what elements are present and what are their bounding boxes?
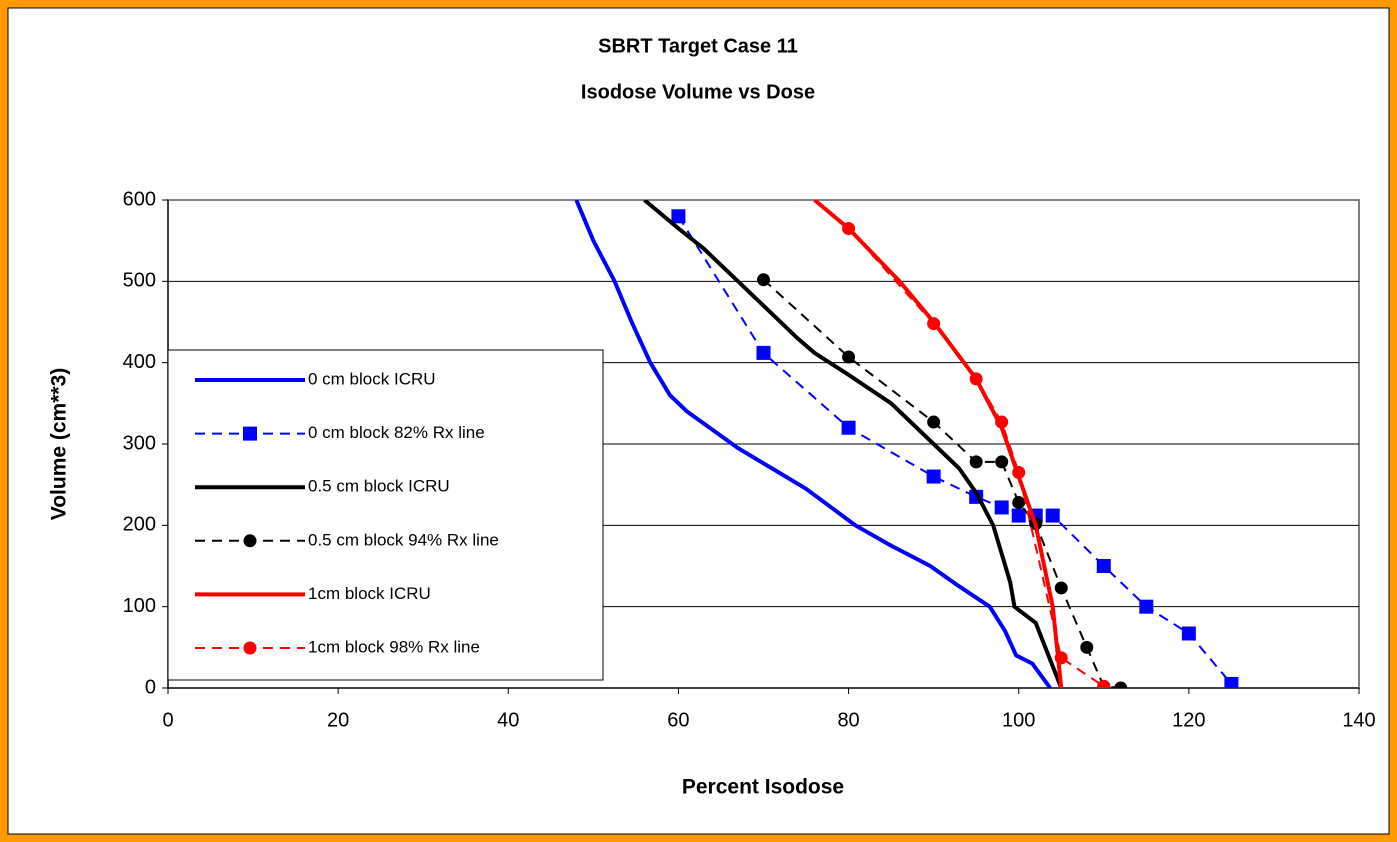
legend-label: 0.5 cm block 94% Rx line [308,530,499,549]
series-line [643,200,1064,688]
marker [1012,465,1026,479]
marker [757,273,770,287]
y-tick-label: 400 [123,351,156,373]
legend-label: 1cm block 98% Rx line [308,637,480,656]
y-tick-label: 300 [123,432,156,454]
y-tick-label: 600 [123,188,156,210]
marker [1139,599,1154,614]
y-tick-label: 0 [145,676,156,698]
marker [969,372,983,386]
y-axis-title: Volume (cm**3) [48,368,71,521]
legend-label: 1cm block ICRU [308,584,431,603]
marker [671,209,686,224]
y-tick-label: 500 [123,270,156,292]
marker [841,420,856,435]
marker [1224,676,1239,688]
chart-subtitle: Isodose Volume vs Dose [581,81,815,103]
y-tick-label: 200 [123,514,156,536]
x-tick-label: 80 [837,709,859,731]
y-tick-label: 100 [123,595,156,617]
marker [995,415,1009,429]
marker [1114,681,1128,688]
marker [1045,508,1060,523]
series-line [574,200,1052,688]
marker [756,345,771,360]
marker [995,455,1009,469]
marker [926,469,941,484]
marker [1096,559,1111,573]
x-tick-label: 120 [1172,709,1205,731]
legend-box [167,349,604,681]
plot-series [574,200,1239,688]
marker [243,426,257,441]
x-tick-label: 140 [1342,709,1375,731]
chart-title: SBRT Target Case 11 [598,35,798,57]
marker [1012,496,1026,510]
x-axis-title: Percent Isodose [682,776,844,799]
marker [243,641,257,655]
legend-label: 0.5 cm block ICRU [308,477,450,496]
marker [1080,640,1094,654]
marker [927,415,941,429]
x-tick-label: 100 [1002,709,1035,731]
legend-label: 0 cm block 82% Rx line [308,423,485,442]
marker [243,534,257,548]
legend: 0 cm block ICRU 0 cm block 82% Rx line 0.5… [167,349,604,681]
x-tick-label: 40 [497,709,519,731]
x-tick-label: 60 [667,709,689,731]
marker [927,317,941,331]
marker [1054,581,1068,595]
marker [994,500,1009,515]
marker [842,350,856,364]
marker [842,221,856,235]
marker [1054,651,1068,665]
marker [969,455,983,469]
marker [1011,508,1026,523]
marker [1097,679,1111,688]
x-tick-label: 20 [327,709,349,731]
marker [1181,626,1196,641]
x-tick-label: 0 [162,709,173,731]
legend-label: 0 cm block ICRU [308,369,436,388]
